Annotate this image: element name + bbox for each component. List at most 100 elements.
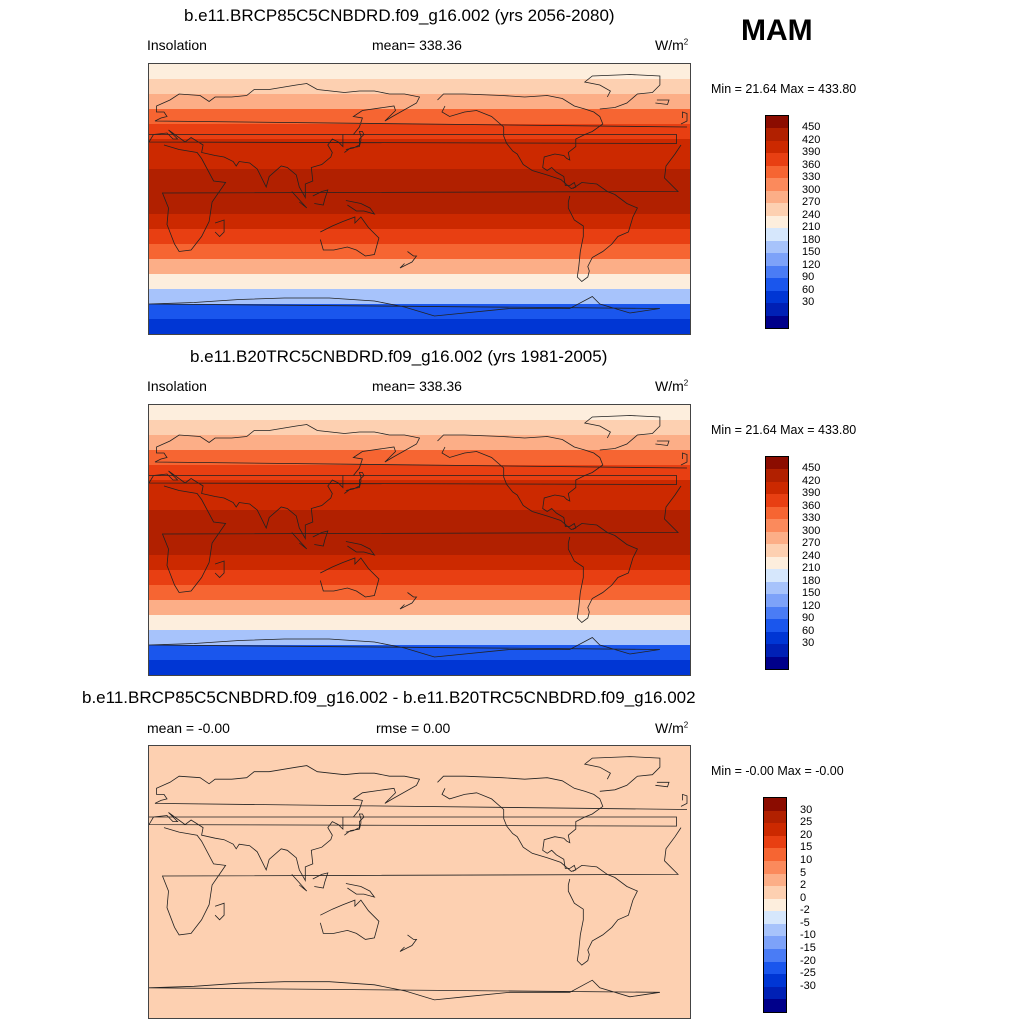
coastline bbox=[291, 874, 308, 892]
panel-1-units: W/m2 bbox=[655, 37, 688, 53]
colorbar-box bbox=[766, 190, 788, 204]
map-band bbox=[149, 600, 690, 616]
coastline bbox=[161, 485, 682, 593]
map-band bbox=[149, 259, 690, 275]
colorbar-tick-label: 450 bbox=[802, 462, 821, 475]
colorbar-tick-label: -5 bbox=[800, 916, 810, 929]
colorbar-tick-label: -30 bbox=[800, 979, 816, 992]
colorbar-tick-label: 5 bbox=[800, 866, 807, 879]
map-band bbox=[149, 746, 690, 1018]
panel-2-minmax: Min = 21.64 Max = 433.80 bbox=[711, 423, 857, 437]
coastline bbox=[583, 74, 661, 110]
map-band bbox=[149, 79, 690, 95]
panel-2-map-svg bbox=[149, 405, 690, 675]
colorbar-tick-label: 90 bbox=[802, 612, 815, 625]
panel-1-units-sup: 2 bbox=[683, 37, 689, 47]
colorbar-box bbox=[766, 315, 788, 329]
coastline bbox=[344, 813, 365, 836]
colorbar-tick-label: 360 bbox=[802, 158, 821, 171]
colorbar-tick-label: -20 bbox=[800, 954, 816, 967]
colorbar-box bbox=[766, 240, 788, 254]
colorbar-tick-label: 2 bbox=[800, 879, 807, 892]
panel-2-colorbar: 450 420 390 360 330 300 270 240 210 180 150 120 90 60… bbox=[765, 456, 820, 670]
colorbar-box bbox=[766, 116, 788, 129]
map-band bbox=[149, 465, 690, 481]
coastline bbox=[149, 765, 688, 883]
colorbar-box bbox=[766, 228, 788, 242]
panel-2-variable-label: Insolation bbox=[147, 378, 207, 394]
panel-3-title: b.e11.BRCP85C5CNBDRD.f09_g16.002 - b.e11… bbox=[82, 688, 696, 707]
panel-3-map-svg bbox=[149, 746, 690, 1018]
map-band bbox=[149, 184, 690, 200]
colorbar-tick-label: -2 bbox=[800, 904, 810, 917]
map-band bbox=[149, 405, 690, 421]
colorbar-tick-label: 300 bbox=[802, 183, 821, 196]
colorbar-box bbox=[764, 823, 786, 837]
coastline bbox=[149, 637, 660, 658]
map-band bbox=[149, 64, 690, 80]
colorbar-tick-label: 270 bbox=[802, 537, 821, 550]
colorbar-box bbox=[766, 606, 788, 620]
coastline bbox=[291, 532, 308, 550]
colorbar-box bbox=[766, 594, 788, 608]
colorbar-box bbox=[764, 961, 786, 975]
coastline bbox=[655, 440, 670, 446]
map-band bbox=[149, 289, 690, 305]
coastline bbox=[214, 560, 225, 579]
colorbar-box bbox=[766, 544, 788, 558]
coastline bbox=[399, 934, 418, 952]
map-band bbox=[149, 540, 690, 556]
coastline bbox=[149, 979, 660, 1001]
map-band bbox=[149, 319, 690, 334]
panel-2-map bbox=[148, 404, 691, 676]
colorbar-box bbox=[766, 644, 788, 658]
panel-3-units-text: W/m bbox=[655, 720, 684, 736]
colorbar-tick-label: 60 bbox=[802, 283, 815, 296]
colorbar-box bbox=[766, 290, 788, 304]
colorbar-tick-label: 360 bbox=[802, 499, 821, 512]
panel-1-colorbar: 450 420 390 360 330 300 270 240 210 180 150 120 90 60… bbox=[765, 115, 820, 329]
coastline bbox=[149, 83, 688, 200]
colorbar-box bbox=[766, 203, 788, 217]
map-band bbox=[149, 139, 690, 155]
colorbar-tick-label: 390 bbox=[802, 146, 821, 159]
colorbar-tick-label: 300 bbox=[802, 524, 821, 537]
coastline bbox=[345, 541, 376, 556]
panel-1-map bbox=[148, 63, 691, 335]
colorbar-tick-label: -15 bbox=[800, 942, 816, 955]
map-band bbox=[149, 199, 690, 215]
season-label: MAM bbox=[741, 14, 813, 47]
colorbar-tick-label: 10 bbox=[800, 853, 813, 866]
colorbar-box bbox=[764, 898, 786, 912]
map-band bbox=[149, 510, 690, 526]
map-band bbox=[149, 615, 690, 631]
map-band bbox=[149, 169, 690, 185]
coastline bbox=[583, 415, 661, 451]
colorbar-tick-label: 15 bbox=[800, 841, 813, 854]
colorbar-tick-label: 180 bbox=[802, 233, 821, 246]
colorbar-tick-label: 150 bbox=[802, 246, 821, 259]
panel-2-mean-label: mean= 338.36 bbox=[372, 378, 462, 394]
coastline bbox=[399, 592, 418, 610]
map-band bbox=[149, 435, 690, 451]
coastline bbox=[214, 219, 225, 238]
colorbar-tick-label: 120 bbox=[802, 258, 821, 271]
colorbar-box bbox=[766, 178, 788, 192]
colorbar-box bbox=[766, 128, 788, 142]
map-band bbox=[149, 495, 690, 511]
map-band bbox=[149, 244, 690, 260]
colorbar-box bbox=[766, 215, 788, 229]
coastline bbox=[399, 251, 418, 269]
colorbar-box bbox=[766, 253, 788, 267]
coastline bbox=[214, 902, 225, 921]
map-band bbox=[149, 630, 690, 646]
colorbar-tick-label: 210 bbox=[802, 562, 821, 575]
colorbar-tick-label: 270 bbox=[802, 196, 821, 209]
colorbar-tick-label: 60 bbox=[802, 624, 815, 637]
colorbar-box bbox=[764, 835, 786, 849]
colorbar-tick-label: 240 bbox=[802, 208, 821, 221]
colorbar-box bbox=[764, 949, 786, 963]
colorbar-box bbox=[764, 936, 786, 950]
colorbar-box bbox=[766, 140, 788, 154]
panel-3-mean-label: mean = -0.00 bbox=[147, 720, 230, 736]
